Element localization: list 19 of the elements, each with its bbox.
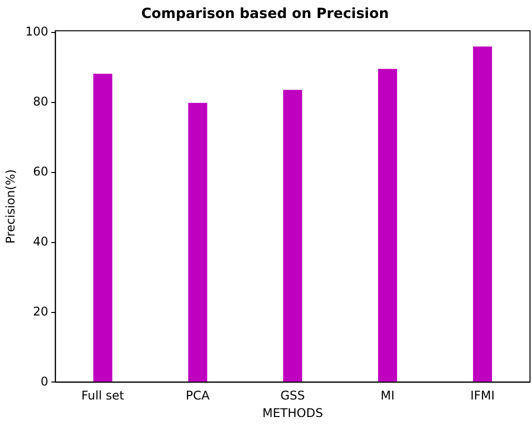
x-tick-label: GSS <box>280 388 305 403</box>
x-axis-title: METHODS <box>262 406 323 420</box>
y-tick-label: 20 <box>33 304 48 318</box>
bar <box>93 74 112 382</box>
x-tick-label: PCA <box>186 388 210 403</box>
bar <box>188 102 208 382</box>
y-tick-label: 100 <box>25 24 48 39</box>
y-tick-label: 0 <box>40 374 48 388</box>
y-axis-title: Precision(%) <box>3 169 18 244</box>
bar <box>283 90 302 382</box>
y-tick-label: 80 <box>33 94 48 109</box>
x-tick-label: IFMI <box>470 388 495 403</box>
bar <box>473 46 492 382</box>
y-tick-label: 60 <box>33 164 48 179</box>
chart-title: Comparison based on Precision <box>141 6 389 22</box>
y-tick-label: 40 <box>33 234 48 248</box>
bar <box>378 68 398 382</box>
x-tick-label: Full set <box>81 388 124 403</box>
x-tick-label: MI <box>380 388 395 403</box>
